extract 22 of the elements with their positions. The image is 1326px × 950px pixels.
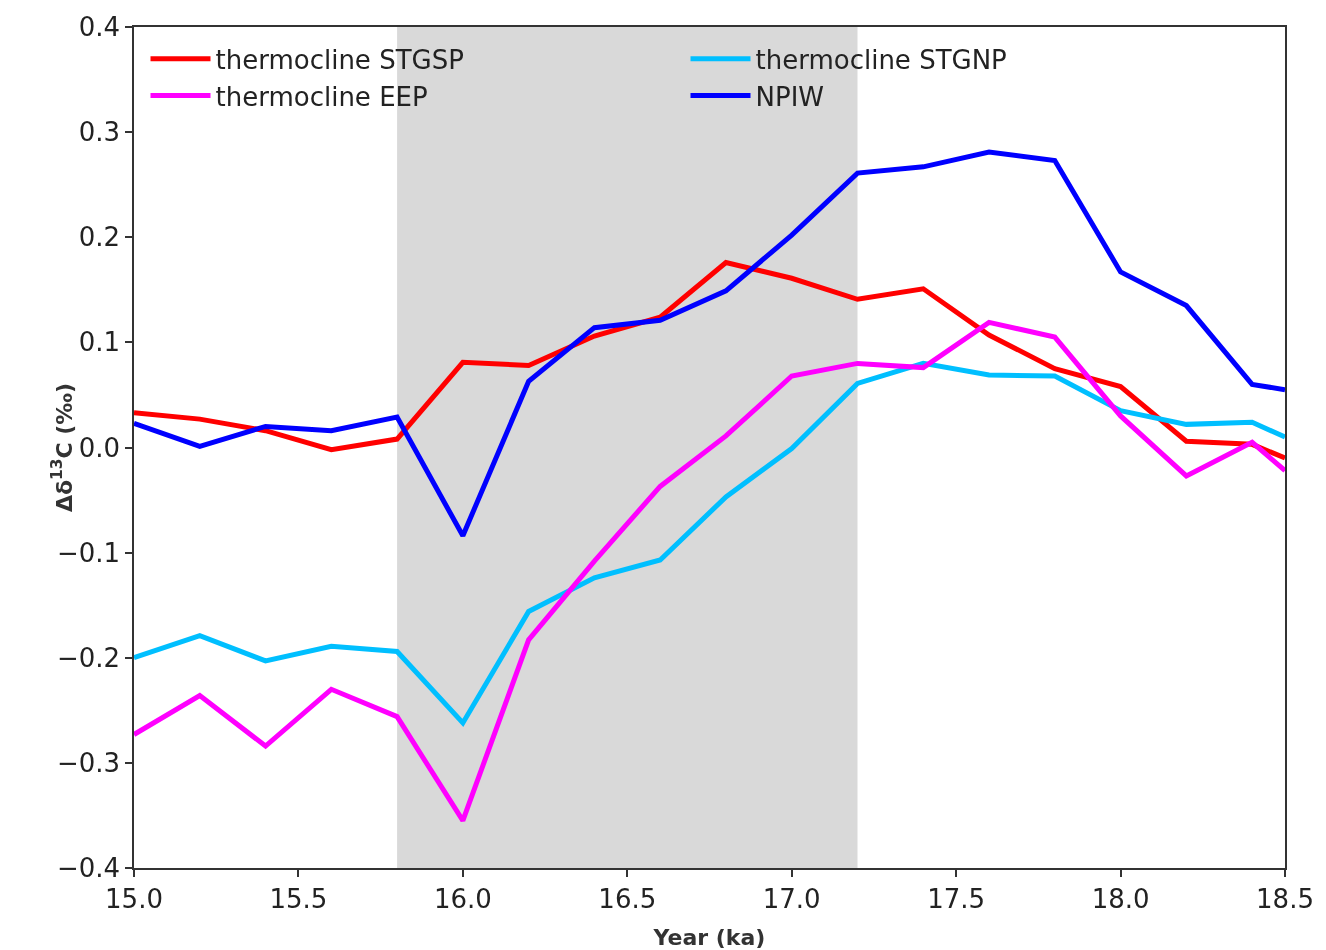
legend-label: thermocline STGNP (755, 44, 1007, 75)
x-tick-label: 16.0 (433, 883, 492, 914)
y-tick-label: 0.2 (78, 222, 121, 253)
x-tick-label: 17.5 (927, 883, 986, 914)
legend-label: NPIW (755, 81, 825, 112)
legend-label: thermocline STGSP (215, 44, 464, 75)
y-tick-label: 0.4 (78, 12, 121, 43)
y-tick-label: 0.1 (78, 327, 121, 358)
y-tick-label: −0.3 (56, 747, 121, 778)
y-tick-label: −0.2 (56, 642, 121, 673)
x-tick-label: 15.5 (269, 883, 328, 914)
x-tick-label: 16.5 (598, 883, 657, 914)
x-tick-label: 18.0 (1091, 883, 1150, 914)
y-tick-label: −0.4 (56, 853, 121, 884)
y-tick-label: 0.0 (78, 432, 121, 463)
legend-label: thermocline EEP (215, 81, 428, 112)
y-tick-label: −0.1 (56, 537, 121, 568)
x-axis-title: Year (ka) (652, 924, 766, 950)
x-tick-label: 15.0 (105, 883, 163, 914)
x-tick-label: 17.0 (762, 883, 821, 914)
x-tick-label: 18.5 (1256, 883, 1314, 914)
y-tick-label: 0.3 (78, 117, 121, 148)
